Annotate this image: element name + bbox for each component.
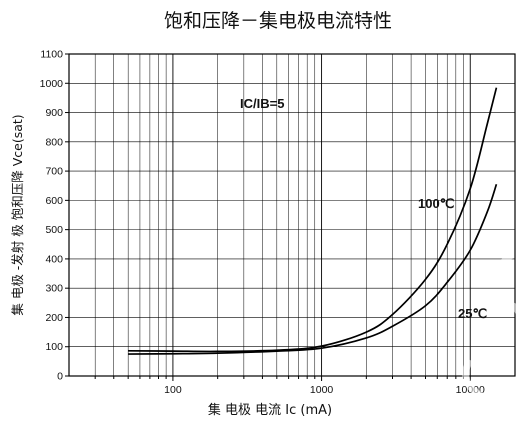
x-tick-label: 100 — [164, 384, 182, 396]
watermark — [462, 251, 525, 404]
y-tick-label: 900 — [45, 107, 63, 119]
series-lines — [128, 87, 498, 355]
y-tick-label: 800 — [45, 136, 63, 148]
y-tick-label: 700 — [45, 166, 63, 178]
y-tick-label: 500 — [45, 224, 63, 236]
chart-title: 饱和压降－集电极电流特性 — [164, 10, 392, 32]
series-line-25c — [128, 183, 498, 355]
y-axis-label: 集 电极 -发射 极 饱和压降 Vce(sat) — [10, 114, 25, 315]
y-tick-label: 300 — [45, 283, 63, 295]
y-tick-label: 400 — [45, 253, 63, 265]
series-line-100c — [128, 87, 498, 353]
y-tick-label: 0 — [57, 371, 63, 383]
annotation-ic-ib: IC/IB=5 — [240, 96, 284, 111]
y-tick-label: 100 — [45, 341, 63, 353]
series-label-25c: 25℃ — [458, 306, 487, 321]
grid — [69, 54, 515, 376]
y-tick-label: 1000 — [40, 78, 64, 90]
y-tick-label: 1100 — [40, 49, 63, 61]
plot-frame — [68, 53, 516, 377]
x-tick-label: 1000 — [310, 384, 334, 396]
y-tick-label: 600 — [45, 195, 63, 207]
series-label-100c: 100℃ — [418, 196, 454, 211]
y-tick-label: 200 — [45, 312, 63, 324]
x-axis-label: 集 电极 电流 Ic (mA) — [208, 402, 332, 418]
